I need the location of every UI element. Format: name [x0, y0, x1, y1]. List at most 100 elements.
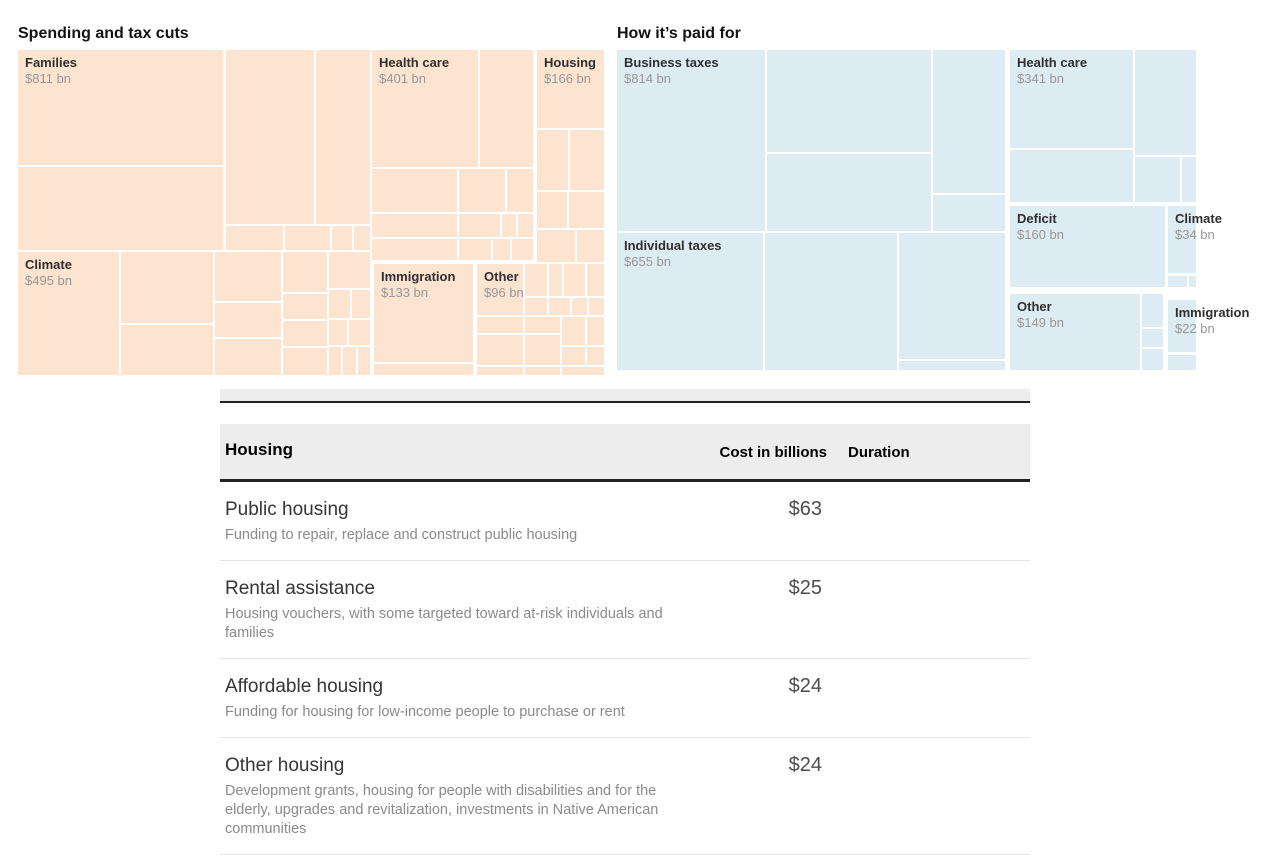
treemap-cell-families	[226, 226, 283, 250]
row-title: Rental assistance	[225, 578, 375, 599]
treemap-cell-business-taxes	[933, 195, 1005, 231]
treemap-cell-other	[525, 264, 547, 296]
treemap-cell-families	[18, 167, 223, 250]
housing-table: Housing Cost in billions Duration Public…	[220, 389, 1030, 855]
treemap-cell-other	[587, 264, 604, 296]
treemap-cell-families	[332, 226, 352, 250]
treemap-group-label: Health care $401 bn	[372, 50, 478, 87]
table-section-title: Housing	[225, 440, 293, 459]
treemap-cell-business-taxes: Business taxes $814 bn	[617, 50, 765, 231]
treemap-cell-business-taxes	[933, 50, 1005, 193]
treemap-group-label: Deficit $160 bn	[1010, 206, 1165, 243]
treemap-cell-health-care	[493, 239, 510, 260]
treemap-cell-housing	[537, 230, 575, 262]
row-description: Funding to repair, replace and construct…	[225, 527, 578, 543]
treemap-cell-families	[226, 50, 314, 224]
treemap-cell-families	[285, 226, 330, 250]
treemap-cell-housing	[577, 230, 604, 262]
treemap-group-name: Deficit	[1017, 211, 1057, 226]
treemap-cell-climate: Climate $495 bn	[18, 252, 119, 375]
treemap-cell-health-care	[512, 239, 533, 260]
treemap-cell-other	[562, 347, 585, 365]
treemap-cell-housing	[569, 192, 604, 228]
treemap-cell-other	[562, 317, 585, 345]
treemap-group-value: $149 bn	[1017, 315, 1064, 330]
treemap-cell-other	[572, 298, 587, 315]
treemap-group-value: $341 bn	[1017, 71, 1064, 86]
treemap-cell-deficit: Deficit $160 bn	[1010, 206, 1165, 287]
table-row: Affordable housing Funding for housing fo…	[220, 659, 1030, 738]
treemap-cell-climate	[329, 320, 347, 345]
row-title: Public housing	[225, 499, 349, 520]
paidfor-treemap: Business taxes $814 bn Individual taxes $65…	[617, 50, 1250, 370]
treemap-cell-health-care	[459, 169, 505, 212]
treemap-cell-other	[564, 264, 585, 296]
treemap-cell-immigration: Immigration $22 bn	[1168, 300, 1250, 352]
treemap-group-label: Individual taxes $655 bn	[617, 233, 763, 270]
treemap-cell-other	[549, 298, 570, 315]
treemap-group-label: Business taxes $814 bn	[617, 50, 765, 87]
treemap-cell-climate	[329, 252, 370, 288]
treemap-cell-health-care: Health care $341 bn	[1010, 50, 1133, 148]
spending-treemap-title: Spending and tax cuts	[18, 25, 189, 42]
row-description: Development grants, housing for people w…	[225, 783, 659, 837]
treemap-cell-other	[477, 335, 523, 365]
treemap-cell-business-taxes	[767, 154, 931, 231]
treemap-cell-health-care	[502, 214, 516, 237]
treemap-cell-housing	[537, 130, 568, 190]
treemap-cell-other	[587, 317, 604, 345]
treemap-cell-individual-taxes: Individual taxes $655 bn	[617, 233, 763, 370]
treemap-group-name: Climate	[25, 257, 72, 272]
treemap-cell-other	[477, 367, 523, 375]
treemap-cell-climate	[215, 303, 281, 337]
treemap-cell-families	[316, 50, 370, 224]
treemap-group-value: $160 bn	[1017, 227, 1064, 242]
treemap-cell-individual-taxes	[899, 361, 1005, 370]
treemap-cell-climate	[283, 294, 327, 319]
treemap-cell-climate	[1189, 276, 1196, 287]
treemap-group-label: Climate $495 bn	[18, 252, 119, 289]
row-description: Funding for housing for low-income peopl…	[225, 704, 625, 720]
table-row: Other housing Development grants, housing…	[220, 738, 1030, 855]
treemap-cell-health-care	[518, 214, 533, 237]
treemap-group-name: Families	[25, 55, 78, 70]
treemap-group-label: Families $811 bn	[18, 50, 223, 87]
treemap-cell-individual-taxes	[765, 233, 897, 370]
treemap-group-value: $166 bn	[544, 71, 591, 86]
treemap-cell-health-care	[372, 239, 457, 260]
treemap-group-name: Other	[484, 269, 519, 284]
treemap-cell-climate	[121, 252, 213, 323]
treemap-cell-climate	[358, 347, 370, 375]
treemap-cell-climate	[349, 320, 370, 345]
column-header-cost: Cost in billions	[719, 444, 828, 461]
treemap-cell-climate	[329, 347, 341, 375]
treemap-cell-climate	[215, 339, 281, 375]
row-cost-value: $25	[788, 577, 822, 599]
treemap-cell-other	[549, 264, 562, 296]
table-top-band	[220, 389, 1030, 403]
treemap-cell-other	[589, 298, 604, 315]
treemap-cell-climate	[329, 290, 350, 318]
treemap-group-label: Health care $341 bn	[1010, 50, 1133, 87]
treemap-cell-immigration	[1168, 355, 1196, 370]
treemap-cell-health-care	[1135, 157, 1180, 202]
treemap-group-value: $22 bn	[1175, 321, 1215, 336]
treemap-cell-climate	[215, 252, 281, 301]
treemap-cell-climate	[352, 290, 370, 318]
treemap-cell-health-care	[459, 214, 500, 237]
treemap-cell-immigration: Immigration $133 bn	[374, 264, 473, 362]
treemap-cell-housing	[570, 130, 604, 190]
treemap-cell-housing	[537, 192, 567, 228]
treemap-cell-business-taxes	[767, 50, 931, 152]
treemap-group-label: Immigration $22 bn	[1168, 300, 1250, 337]
treemap-cell-families	[354, 226, 370, 250]
row-cost-value: $24	[788, 754, 822, 776]
treemap-cell-individual-taxes	[899, 233, 1005, 359]
table-row: Public housing Funding to repair, replace…	[220, 482, 1030, 561]
treemap-group-value: $401 bn	[379, 71, 426, 86]
treemap-cell-health-care: Health care $401 bn	[372, 50, 478, 167]
treemap-group-name: Immigration	[1175, 305, 1250, 320]
treemap-cell-families: Families $811 bn	[18, 50, 223, 165]
row-cost-value: $24	[788, 675, 822, 697]
treemap-cell-health-care	[1182, 157, 1196, 202]
